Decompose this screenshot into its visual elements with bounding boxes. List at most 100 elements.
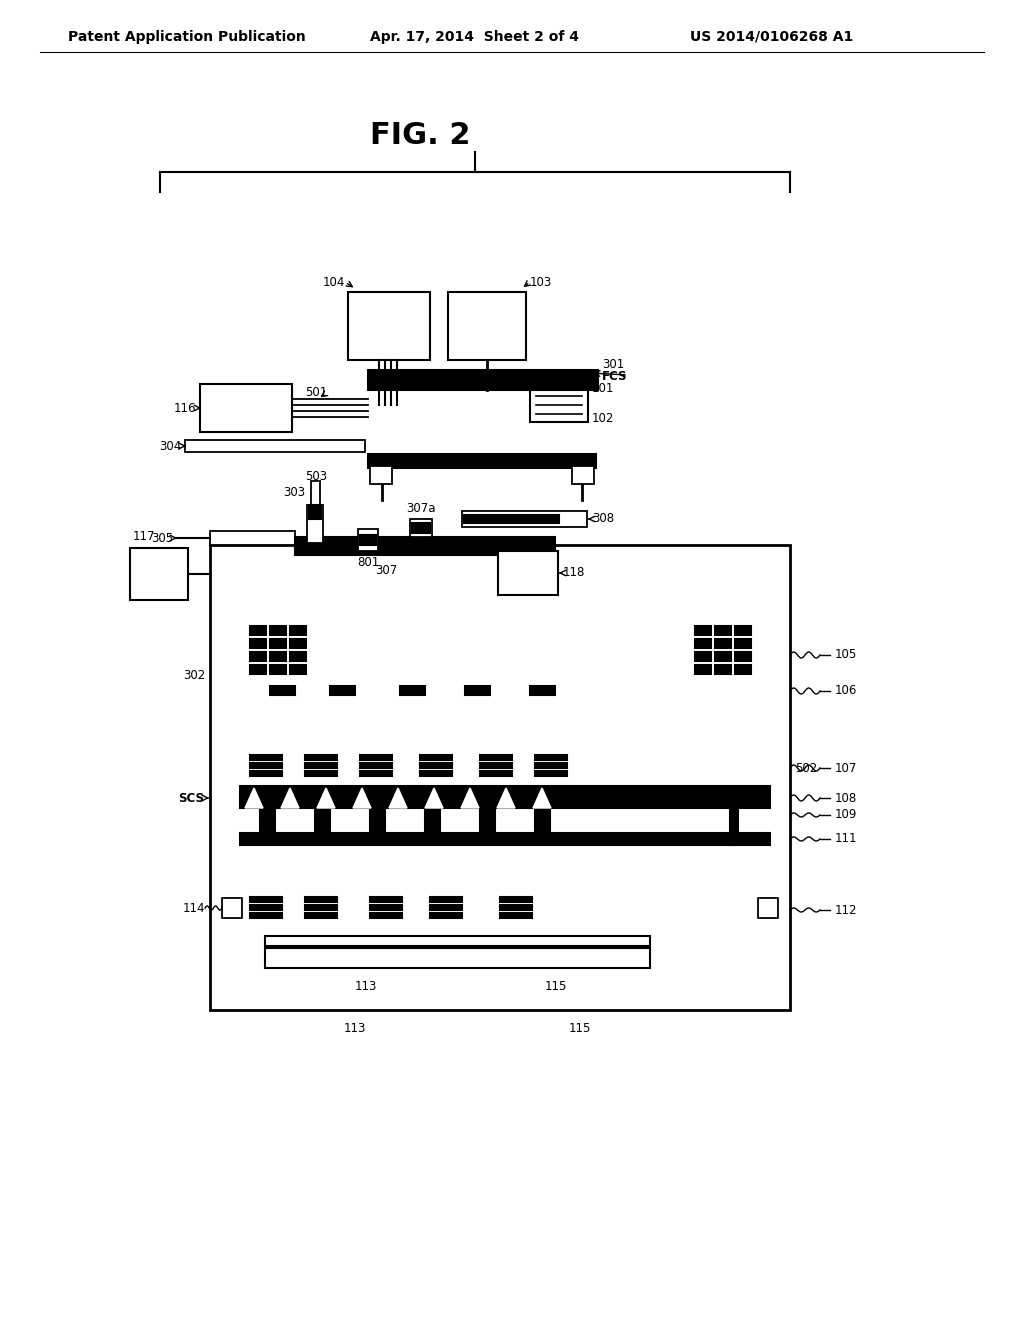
Bar [500,898,532,902]
Text: 118: 118 [563,566,586,579]
Bar [270,665,286,675]
Bar [290,665,306,675]
Bar [758,898,778,917]
Bar [730,807,738,845]
Polygon shape [281,788,299,808]
Polygon shape [389,788,407,808]
Bar [572,466,594,484]
Bar [290,626,306,635]
Text: 113: 113 [344,1022,367,1035]
Polygon shape [245,788,263,808]
Text: 307a: 307a [407,503,436,516]
Text: 304: 304 [159,440,181,453]
Text: 801: 801 [357,557,379,569]
Bar [420,771,452,776]
Bar [535,755,567,760]
Bar [311,480,319,506]
Bar [210,531,295,545]
Bar [250,771,282,776]
Bar [480,755,512,760]
Bar [360,771,392,776]
Bar [240,785,770,808]
Bar [430,898,462,902]
Bar [535,771,567,776]
Bar [200,384,292,432]
Bar [185,440,365,451]
Bar [464,515,559,523]
Text: FIG. 2: FIG. 2 [370,120,470,149]
Bar [270,639,286,648]
Bar [715,626,731,635]
Bar [210,545,790,1010]
Text: Apr. 17, 2014  Sheet 2 of 4: Apr. 17, 2014 Sheet 2 of 4 [370,30,579,44]
Bar [430,913,462,917]
Bar [370,466,392,484]
Text: 305: 305 [151,532,173,544]
Text: Patent Application Publication: Patent Application Publication [68,30,306,44]
Bar [290,639,306,648]
Polygon shape [317,788,335,808]
Text: 103: 103 [530,276,552,289]
Bar [305,898,337,902]
Text: FCS: FCS [602,371,628,384]
Bar [250,755,282,760]
Bar [695,639,711,648]
Bar [360,763,392,768]
Text: 109: 109 [835,808,857,821]
Bar [270,686,295,696]
Bar [695,665,711,675]
Polygon shape [461,788,479,808]
Bar [420,763,452,768]
Text: 114: 114 [182,902,205,915]
Bar [715,639,731,648]
Text: 301: 301 [602,359,625,371]
Text: 113: 113 [355,979,378,993]
Text: 116: 116 [173,401,196,414]
Bar [250,639,266,648]
Text: 501: 501 [305,385,328,399]
Text: 106: 106 [835,685,857,697]
Bar [735,652,751,661]
Bar [270,626,286,635]
Bar [305,763,337,768]
Bar [410,519,432,537]
Polygon shape [497,788,515,808]
Bar [480,808,495,833]
Bar [265,936,650,946]
Bar [370,898,402,902]
Bar [430,906,462,909]
Bar [250,665,266,675]
Text: 115: 115 [568,1022,591,1035]
Text: 502: 502 [795,762,817,775]
Bar [305,755,337,760]
Bar [425,808,440,833]
Bar [735,626,751,635]
Bar [535,808,550,833]
Bar [530,385,588,422]
Bar [307,506,323,543]
Bar [250,906,282,909]
Text: 108: 108 [835,792,857,804]
Bar [695,652,711,661]
Bar [260,808,275,833]
Text: SCS: SCS [178,792,204,804]
Bar [368,454,596,469]
Bar [305,771,337,776]
Bar [265,948,650,968]
Bar [735,665,751,675]
Bar [222,898,242,917]
Bar [368,370,598,389]
Bar [500,906,532,909]
Bar [400,686,425,696]
Bar [462,511,587,527]
Text: 104: 104 [323,276,345,289]
Text: 307: 307 [375,565,397,578]
Bar [715,652,731,661]
Bar [412,523,430,533]
Bar [315,808,330,833]
Bar [498,550,558,595]
Bar [480,763,512,768]
Text: 117: 117 [133,529,156,543]
Bar [535,763,567,768]
Bar [530,686,555,696]
